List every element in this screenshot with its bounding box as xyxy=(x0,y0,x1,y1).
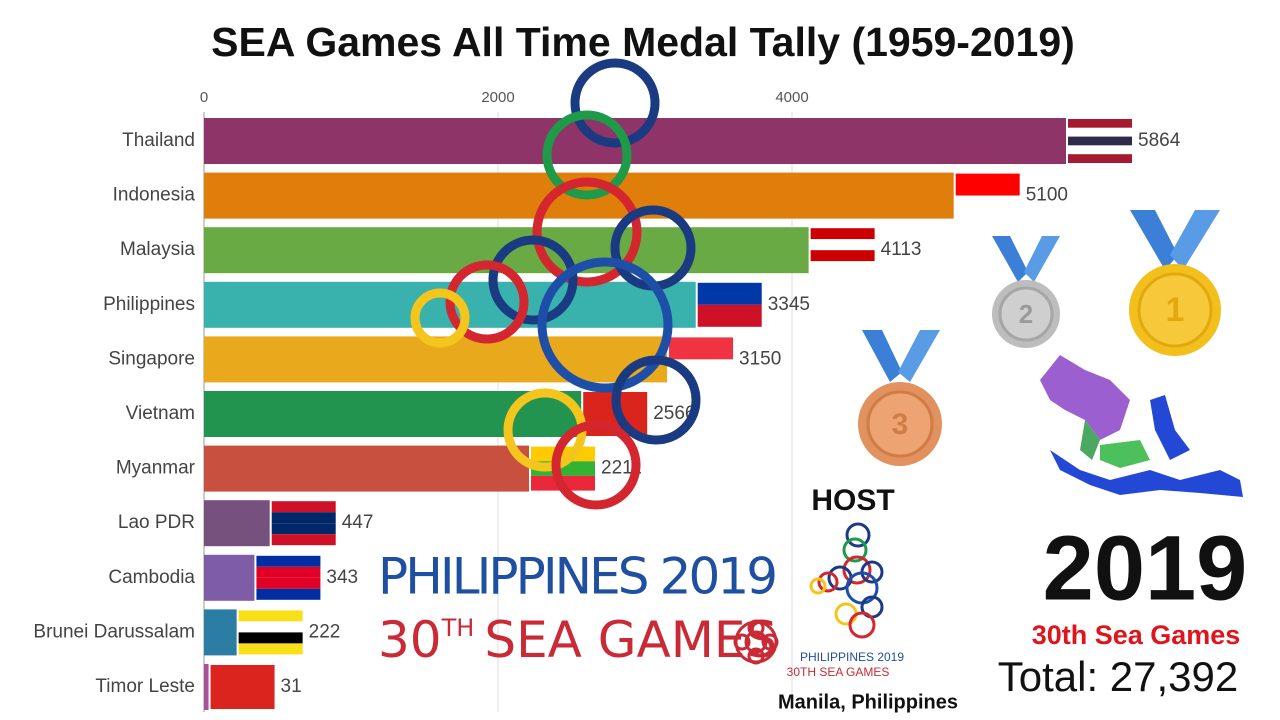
y-tick-label: Timor Leste xyxy=(95,676,195,697)
medal-label: 3 xyxy=(892,408,909,441)
logo-flower xyxy=(733,619,779,665)
medal-gold: 1 xyxy=(1129,210,1221,356)
medal-silver: 2 xyxy=(992,236,1060,348)
small-logo-games: 30TH SEA GAMES xyxy=(787,665,890,679)
flag xyxy=(256,555,321,600)
logo-games-text: SEA GAMES xyxy=(484,611,777,669)
y-tick-label: Indonesia xyxy=(113,185,196,206)
medal-label: 2 xyxy=(1019,299,1033,329)
flag-stripe xyxy=(271,512,336,524)
flag xyxy=(955,173,1020,218)
medal-label: 1 xyxy=(1166,291,1185,329)
flag-stripe xyxy=(669,337,734,360)
flag-stripe xyxy=(1068,145,1133,155)
bar xyxy=(204,554,255,601)
medal-bronze: 3 xyxy=(858,330,942,466)
host-rings xyxy=(809,522,884,639)
flag xyxy=(238,610,303,655)
y-tick-label: Brunei Darussalam xyxy=(33,621,195,642)
x-tick-label: 0 xyxy=(200,89,208,106)
total-label: Total: 27,392 xyxy=(998,653,1239,700)
flag-stripe xyxy=(238,632,303,644)
flag xyxy=(1068,119,1133,163)
y-tick-label: Vietnam xyxy=(126,403,195,424)
flag xyxy=(810,228,875,273)
y-tick-label: Cambodia xyxy=(108,567,195,588)
flag-stripe xyxy=(256,577,321,589)
host-label: HOST xyxy=(811,484,894,517)
map xyxy=(1040,355,1243,497)
bar xyxy=(204,664,209,710)
flag-stripe xyxy=(1068,154,1133,163)
y-tick-label: Singapore xyxy=(108,348,195,369)
flag-stripe xyxy=(810,228,875,240)
value-label: 5864 xyxy=(1138,130,1181,151)
value-label: 447 xyxy=(342,512,374,533)
edition-label: 30th Sea Games xyxy=(1032,620,1241,650)
value-label: 5100 xyxy=(1026,185,1068,206)
value-label: 2566 xyxy=(653,403,695,424)
chart-title: SEA Games All Time Medal Tally (1959-201… xyxy=(211,19,1075,65)
flag xyxy=(210,665,275,709)
flag-stripe xyxy=(810,261,875,273)
flag-stripe xyxy=(1068,136,1133,146)
rings xyxy=(410,58,701,510)
value-label: 343 xyxy=(326,567,358,588)
y-tick-label: Lao PDR xyxy=(118,512,195,533)
flag-stripe xyxy=(271,501,336,513)
flag-stripe xyxy=(955,173,1020,196)
flag-stripe xyxy=(238,621,303,633)
logo-suffix: TH xyxy=(441,614,475,642)
flag-stripe xyxy=(1068,127,1133,137)
logo-games: 30TH SEA GAMES xyxy=(378,611,777,669)
flag-stripe xyxy=(238,643,303,655)
flag-stripe xyxy=(238,610,303,622)
y-tick-label: Myanmar xyxy=(116,458,196,479)
small-logo-title: PHILIPPINES 2019 xyxy=(800,650,904,664)
y-tick-label: Thailand xyxy=(122,130,195,151)
flag-stripe xyxy=(210,665,275,709)
flag-stripe xyxy=(256,555,321,567)
logo-title: PHILIPPINES 2019 xyxy=(378,548,778,606)
host-city: Manila, Philippines xyxy=(778,691,958,713)
flag-stripe xyxy=(271,534,336,546)
x-tick-label: 2000 xyxy=(481,89,514,106)
y-tick-label: Philippines xyxy=(103,294,195,315)
bar xyxy=(204,445,530,492)
value-label: 222 xyxy=(309,621,341,642)
value-label: 3345 xyxy=(768,294,810,315)
value-label: 4113 xyxy=(881,239,922,260)
flag xyxy=(669,337,734,382)
flag xyxy=(271,501,336,546)
flag xyxy=(697,282,762,327)
flag-stripe xyxy=(697,282,762,305)
flag-stripe xyxy=(1068,119,1133,128)
flag-stripe xyxy=(810,250,875,262)
flag-stripe xyxy=(256,588,321,600)
value-label: 3150 xyxy=(739,348,781,369)
logo-number: 30 xyxy=(378,611,442,669)
bar xyxy=(204,609,237,656)
x-tick-label: 4000 xyxy=(775,89,808,106)
bar xyxy=(204,500,270,547)
year-label: 2019 xyxy=(1043,517,1248,619)
flag-stripe xyxy=(697,304,762,327)
y-tick-label: Malaysia xyxy=(120,239,195,260)
flag-stripe xyxy=(271,523,336,535)
value-label: 31 xyxy=(281,676,302,697)
flag-stripe xyxy=(256,566,321,578)
flag-stripe xyxy=(955,195,1020,218)
flag-stripe xyxy=(810,239,875,251)
